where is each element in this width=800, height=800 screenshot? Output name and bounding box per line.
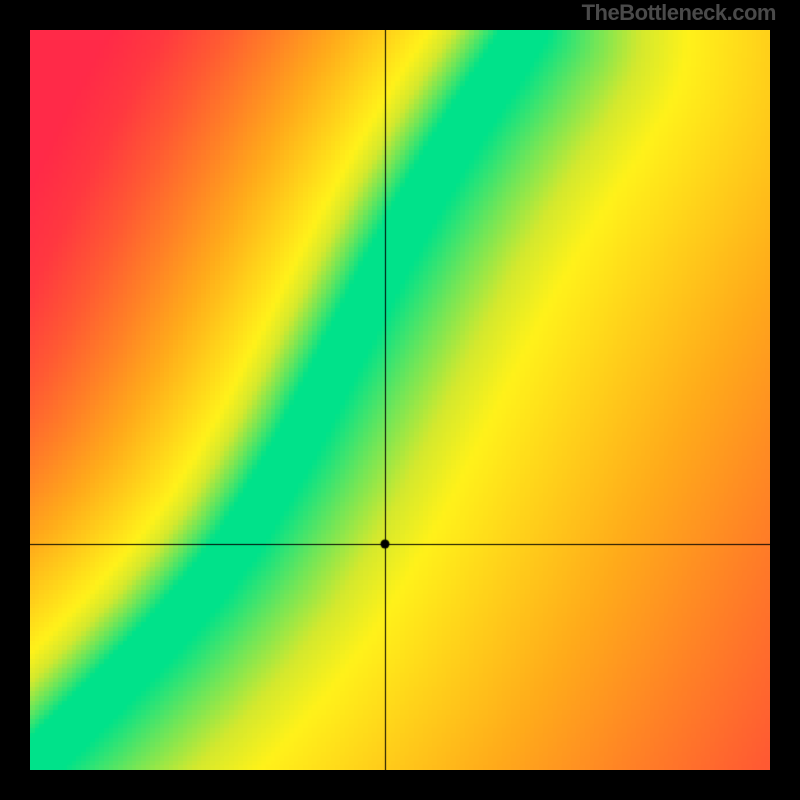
watermark-text: TheBottleneck.com [582, 0, 776, 26]
chart-container: TheBottleneck.com [0, 0, 800, 800]
bottleneck-heatmap [30, 30, 770, 770]
